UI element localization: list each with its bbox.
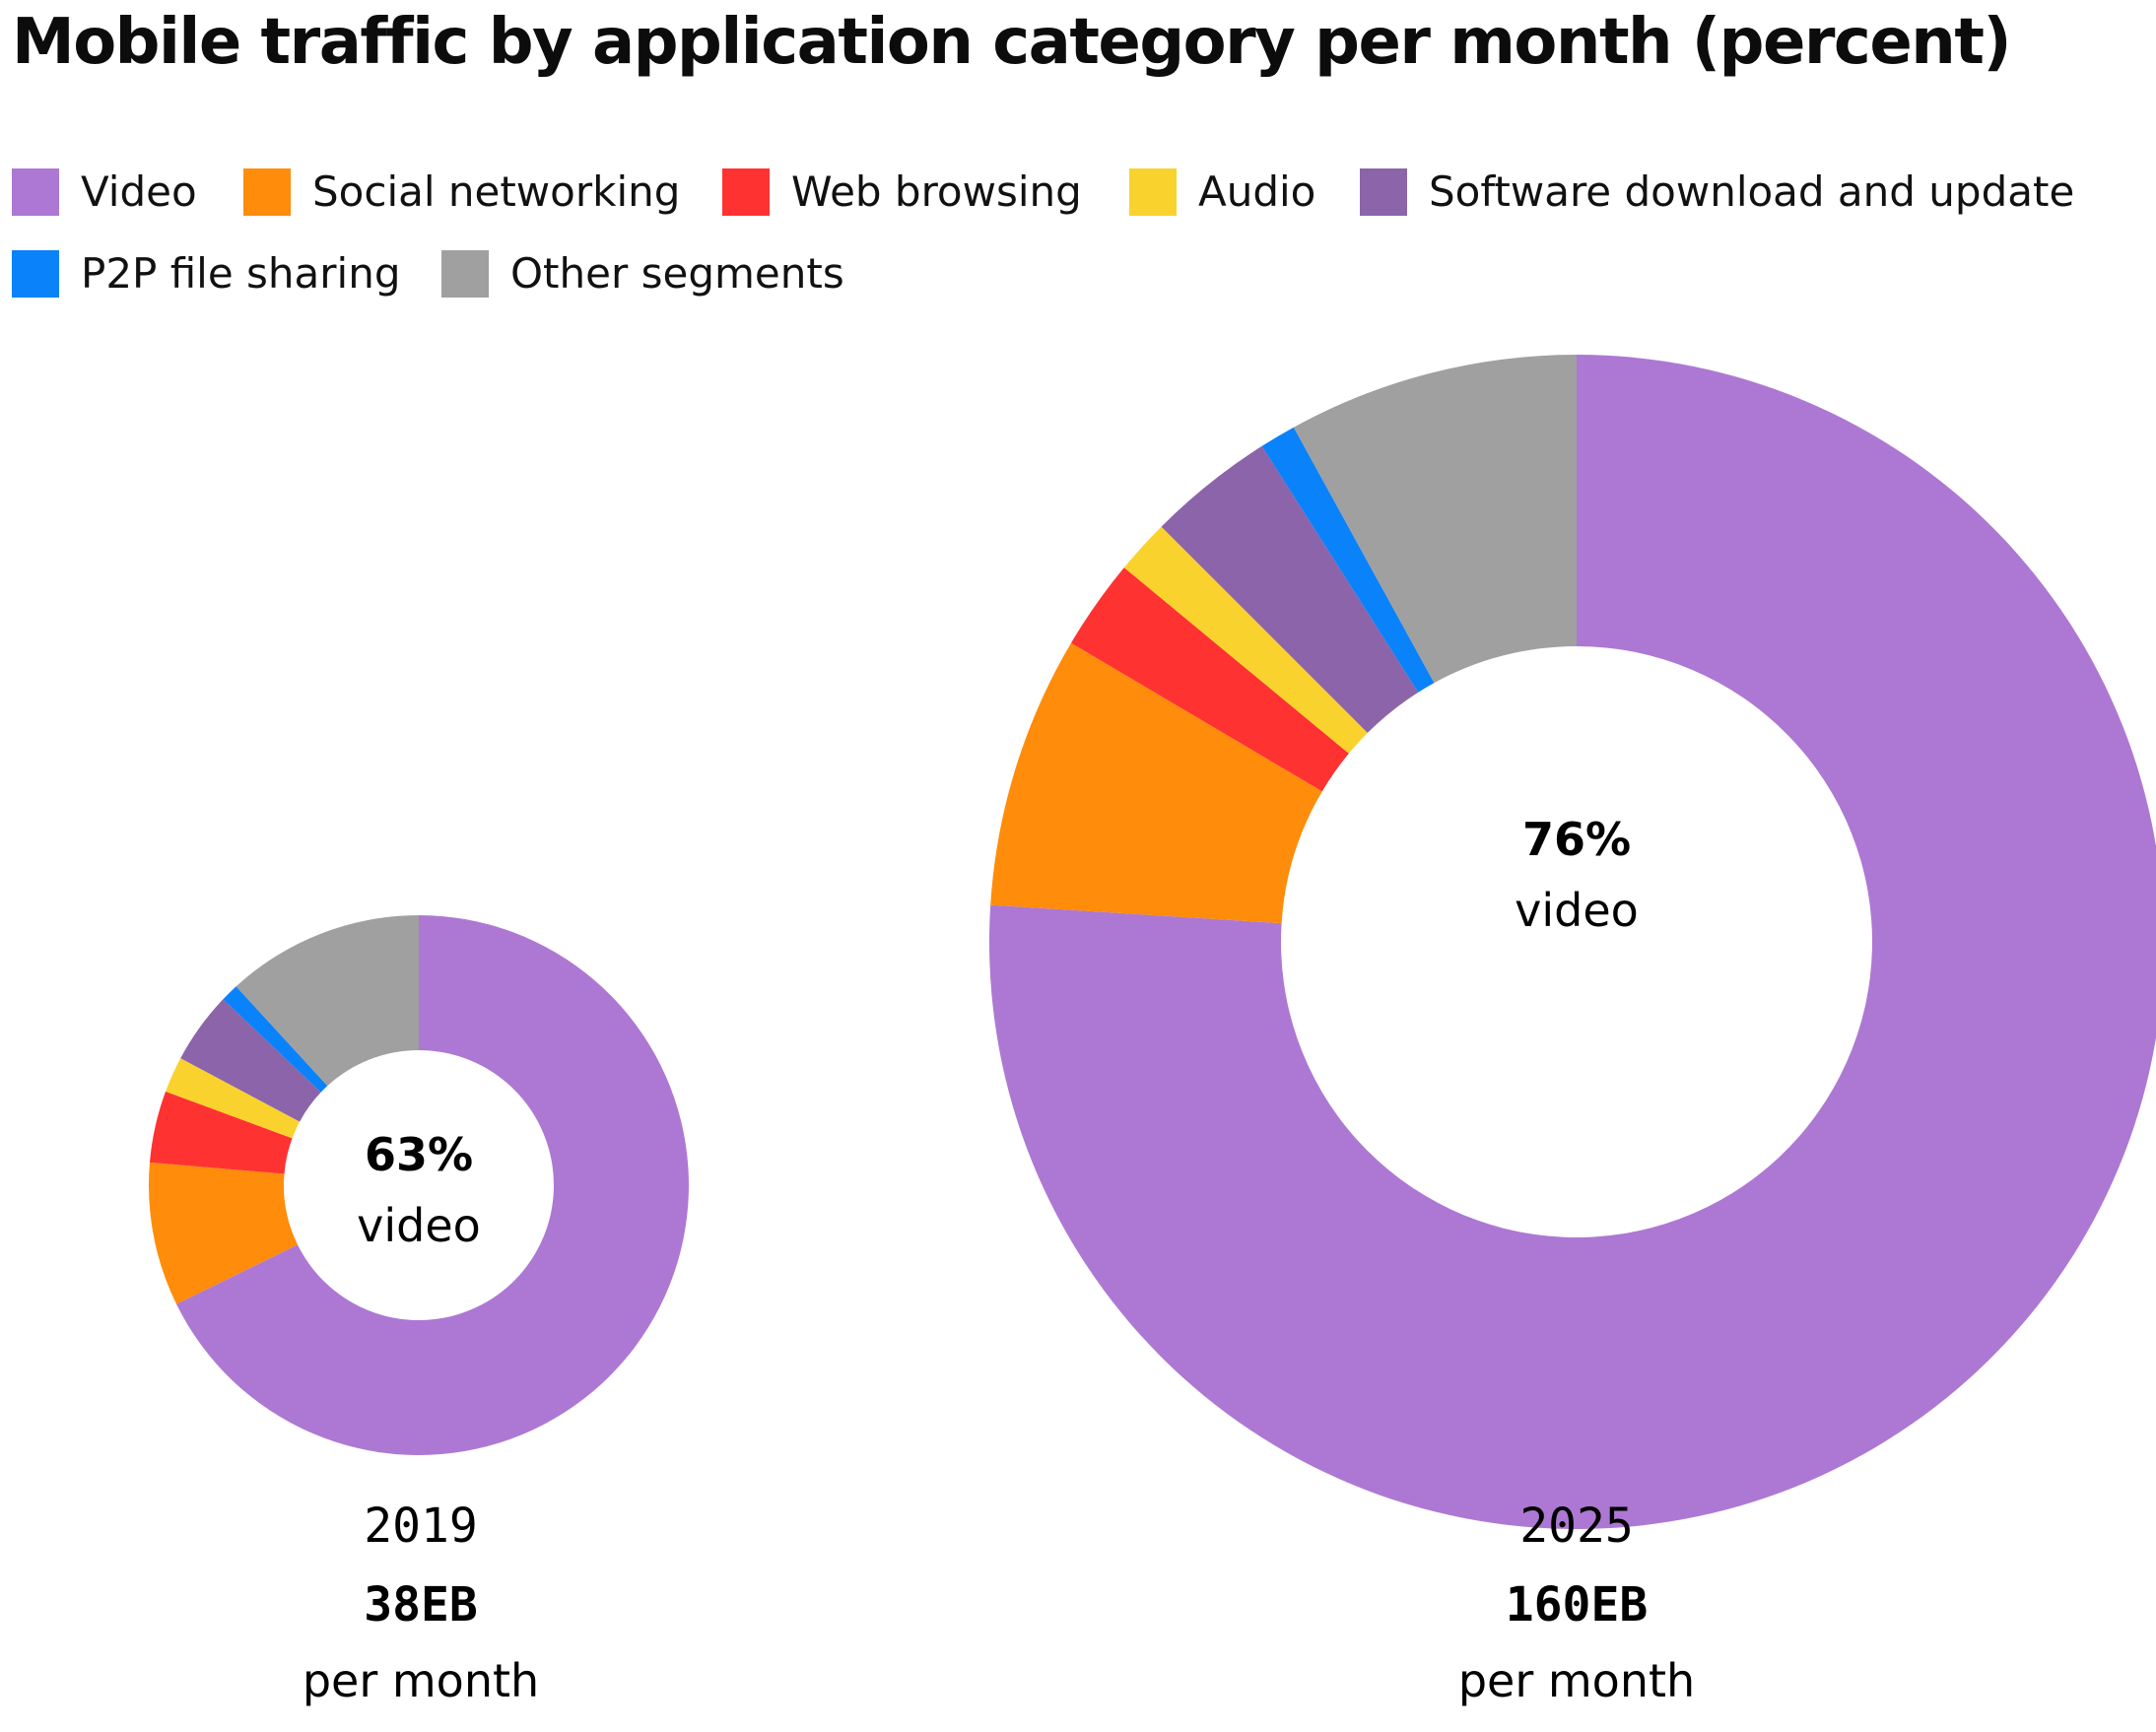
donut-slice-2025-video [989,355,2156,1529]
donut-slice-2019-software-download-and-update [180,999,321,1122]
unit-label-2025: per month [1458,1654,1695,1707]
donut-slice-2019-social-networking [149,1162,299,1304]
year-label-2025: 2025 [1519,1499,1634,1554]
donut-slice-2025-web-browsing [1070,567,1349,792]
donut-slice-2019-web-browsing [149,1091,293,1174]
donut-slice-2025-p2p-file-sharing [1261,427,1435,693]
legend-label-social-networking: Social networking [312,167,681,216]
donut-chart-2025 [989,355,2156,1529]
legend-swatch-social-networking [243,168,291,216]
chart-title: Mobile traffic by application category p… [12,6,2012,79]
volume-label-2025: 160EB [1506,1577,1649,1632]
donut-slice-2019-audio [166,1058,301,1139]
legend-item-audio: Audio [1129,163,1315,222]
legend-item-video: Video [12,163,197,222]
legend-label-p2p-file-sharing: P2P file sharing [81,249,401,298]
legend-label-web-browsing: Web browsing [791,167,1082,216]
donut-slice-2025-social-networking [990,642,1322,924]
donut-slice-2025-other-segments [1293,355,1577,684]
volume-label-2019: 38EB [364,1577,478,1632]
center-value-2019: 63% [365,1128,473,1181]
legend-label-software-download: Software download and update [1429,167,2075,216]
legend-swatch-web-browsing [722,168,770,216]
legend-label-video: Video [81,167,197,216]
center-label-2025: video [1515,884,1639,937]
center-value-2025: 76% [1522,813,1631,866]
legend-item-web-browsing: Web browsing [722,163,1082,222]
legend-swatch-video [12,168,59,216]
donut-slice-2025-software-download-and-update [1161,445,1419,733]
donut-chart-2019 [149,915,689,1455]
donut-slice-2019-video [176,915,689,1455]
donut-slice-2019-p2p-file-sharing [223,986,328,1093]
legend-swatch-other-segments [441,250,489,298]
legend-label-audio: Audio [1198,167,1316,216]
legend-item-social-networking: Social networking [243,163,680,222]
legend-item-other-segments: Other segments [441,244,844,303]
donut-slice-2025-audio [1123,526,1368,754]
center-label-2019: video [357,1199,481,1252]
legend-swatch-audio [1129,168,1177,216]
legend-swatch-software-download [1360,168,1407,216]
unit-label-2019: per month [303,1654,539,1707]
legend-item-software-download: Software download and update [1360,163,2074,222]
legend-label-other-segments: Other segments [510,249,844,298]
legend-item-p2p-file-sharing: P2P file sharing [12,244,401,303]
donut-slice-2019-other-segments [236,915,419,1087]
legend-swatch-p2p-file-sharing [12,250,59,298]
year-label-2019: 2019 [364,1499,478,1554]
